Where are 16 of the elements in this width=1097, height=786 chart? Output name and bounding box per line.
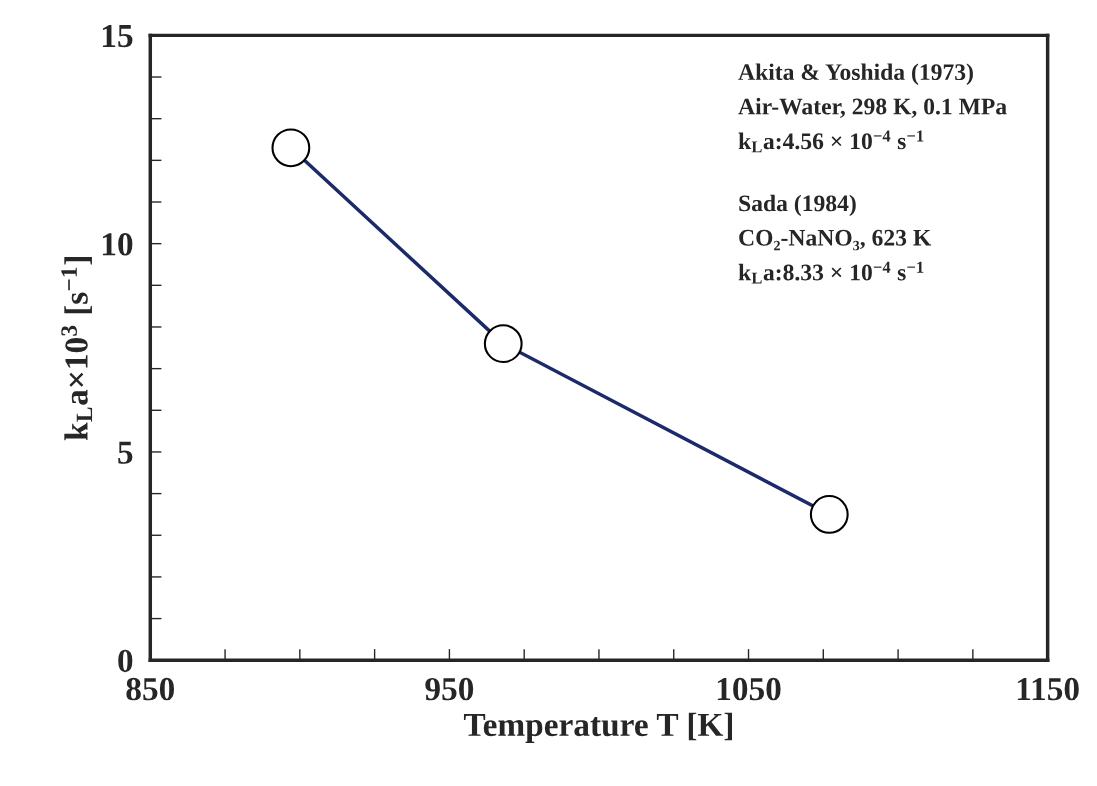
annotation: CO₂-NaNO₃, 623 K <box>739 229 932 251</box>
x-tick-label: 1050 <box>717 677 781 701</box>
annotation: Akita & Yoshida (1973) <box>738 63 973 85</box>
x-tick-label: 850 <box>126 677 175 701</box>
y-tick-label: 10 <box>102 233 133 256</box>
y-axis-title: k$_{L}$a×10$^{3}$ [s$^{−1}$] <box>61 257 93 441</box>
x-axis-title: Temperature T [K] <box>463 712 733 743</box>
y-tick-label: 0 <box>118 649 133 673</box>
y-tick-label: 5 <box>118 441 133 464</box>
x-tick-label: 950 <box>425 677 474 701</box>
annotation: k$_{L}$a:4.56 × 10$^{−4}$ s$^{−1}$ <box>738 130 924 153</box>
annotation: k$_{L}$a:8.33 × 10$^{−4}$ s$^{−1}$ <box>738 261 924 284</box>
y-tick-label: 15 <box>102 24 133 48</box>
annotation: Air-Water, 298 K, 0.1 MPa <box>738 97 1007 118</box>
annotation: Sada (1984) <box>739 194 856 217</box>
x-tick-label: 1150 <box>1017 677 1079 701</box>
